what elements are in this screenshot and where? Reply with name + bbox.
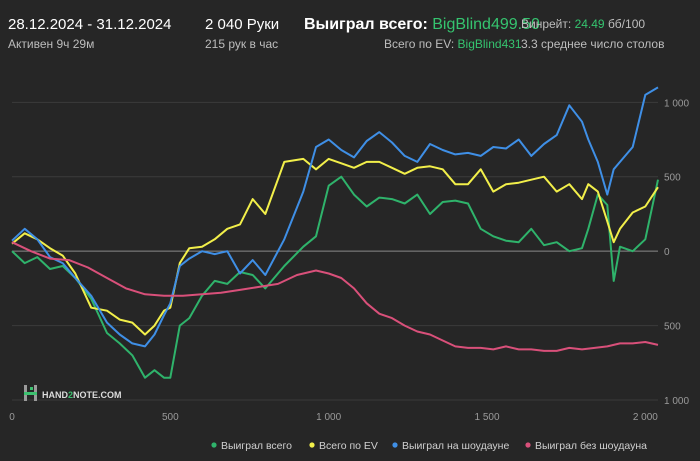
ev-total-line: [11, 157, 659, 336]
y-tick-label: 1 000: [664, 396, 689, 407]
legend-non-showdown-won[interactable]: Выиграл без шоудауна: [525, 440, 647, 452]
legend-showdown-won[interactable]: Выиграл на шоудауне: [392, 440, 509, 452]
watermark-text-a: HAND: [42, 390, 68, 400]
winnings-chart: 1 000 500 0 500 1 000 0 500 1 000 1 500 2 000 HA…: [9, 86, 689, 452]
svg-text:HAND2NOTE.COM: HAND2NOTE.COM: [42, 390, 122, 400]
legend: Выиграл всего Всего по EV Выиграл на шоуда…: [211, 440, 647, 452]
won-total-value: BigBlind499.50: [432, 16, 540, 33]
date-range: 28.12.2024 - 31.12.2024: [8, 16, 172, 33]
showdown-won-line: [11, 86, 659, 348]
winrate: Винрейт: 24.49 бб/100: [521, 17, 645, 31]
y-axis-labels: 1 000 500 0 500 1 000: [664, 98, 689, 407]
x-tick-label: 500: [162, 412, 179, 423]
x-tick-label: 1 500: [474, 412, 499, 423]
legend-ev-total[interactable]: Всего по EV: [309, 440, 378, 452]
won-total: Выиграл всего: BigBlind499.50: [304, 16, 540, 34]
watermark-text-c: NOTE.COM: [73, 390, 122, 400]
y-tick-label: 500: [664, 322, 681, 333]
h2n-icon: [24, 385, 37, 401]
won-total-line: [11, 175, 659, 379]
x-tick-label: 1 000: [316, 412, 341, 423]
legend-won-total[interactable]: Выиграл всего: [211, 440, 292, 452]
x-tick-label: 0: [9, 412, 15, 423]
ev-total-value: BigBlind431: [457, 37, 522, 51]
y-tick-label: 0: [664, 247, 670, 258]
legend-label: Выиграл всего: [221, 440, 292, 452]
series-lines: [11, 86, 659, 379]
y-tick-label: 1 000: [664, 98, 689, 109]
legend-label: Всего по EV: [319, 440, 378, 452]
winrate-value: 24.49: [574, 17, 605, 31]
legend-marker: [525, 442, 531, 448]
ev-total-label: Всего по EV:: [384, 37, 455, 51]
grid: [12, 101, 658, 401]
legend-marker: [211, 442, 217, 448]
legend-marker: [309, 442, 315, 448]
active-time: Активен 9ч 29м: [8, 37, 95, 51]
winrate-label: Винрейт:: [521, 17, 572, 31]
x-axis-labels: 0 500 1 000 1 500 2 000: [9, 412, 658, 423]
winrate-unit: бб/100: [607, 17, 646, 31]
won-total-label: Выиграл всего:: [304, 16, 428, 33]
legend-label: Выиграл без шоудауна: [535, 440, 647, 452]
hands-count: 2 040 Руки: [205, 16, 280, 33]
y-tick-label: 500: [664, 173, 681, 184]
x-tick-label: 2 000: [633, 412, 658, 423]
ev-total: Всего по EV: BigBlind431: [384, 37, 522, 51]
hands-per-hour: 215 рук в час: [205, 37, 279, 51]
hand2note-logo: HAND2NOTE.COM: [24, 385, 122, 401]
avg-tables: 3.3 среднее число столов: [521, 37, 665, 51]
non-showdown-won-line: [11, 241, 659, 352]
legend-label: Выиграл на шоудауне: [402, 440, 509, 452]
legend-marker: [392, 442, 398, 448]
watermark-text-b: 2: [68, 390, 73, 400]
